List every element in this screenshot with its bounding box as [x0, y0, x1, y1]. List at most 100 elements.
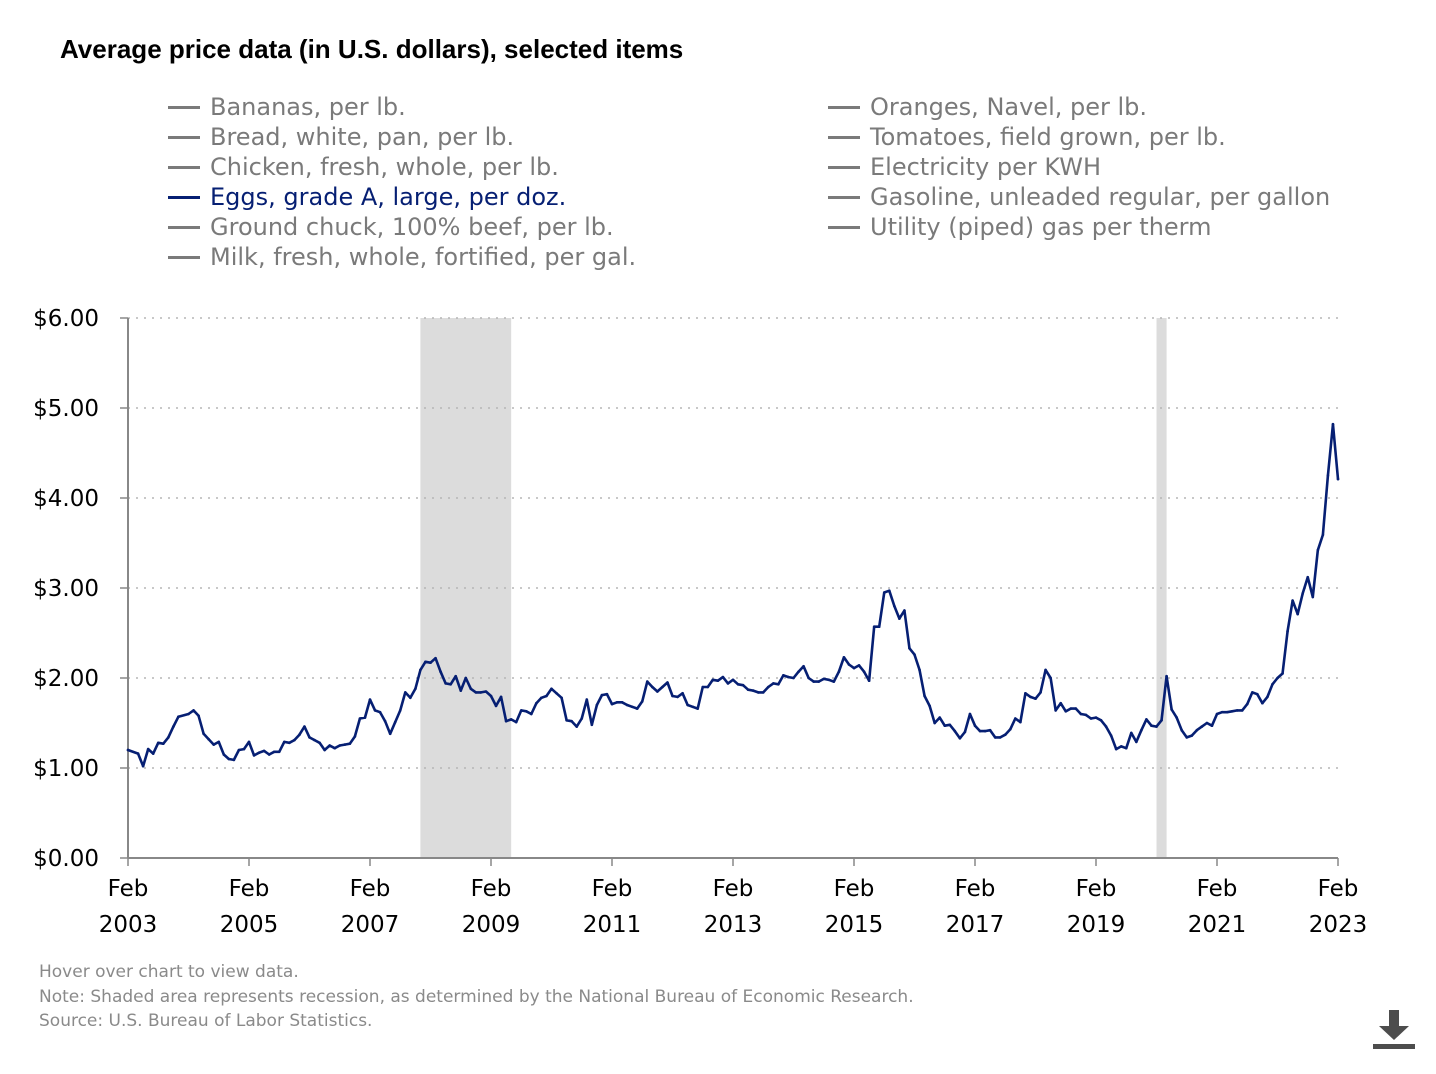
data-point	[484, 690, 488, 693]
legend-item-right-0[interactable]: Oranges, Navel, per lb.	[828, 92, 1330, 122]
data-point	[746, 688, 750, 691]
y-tick-label: $0.00	[33, 846, 99, 872]
legend-label: Chicken, fresh, whole, per lb.	[210, 153, 559, 181]
legend-item-left-5[interactable]: Milk, fresh, whole, fortified, per gal.	[168, 242, 636, 272]
legend-item-left-4[interactable]: Ground chuck, 100% beef, per lb.	[168, 212, 636, 242]
x-tick-label-month: Feb	[955, 876, 996, 902]
data-point	[257, 751, 261, 754]
data-point	[217, 740, 221, 744]
legend-item-left-1[interactable]: Bread, white, pan, per lb.	[168, 122, 636, 152]
data-point	[343, 743, 347, 746]
price-line-chart[interactable]: $0.00 $1.00 $2.00 $3.00 $4.00 $5.00 $6.00 Feb 20…	[0, 290, 1436, 950]
legend-label: Bananas, per lb.	[210, 93, 406, 121]
data-point	[1084, 713, 1088, 717]
data-point	[913, 653, 916, 656]
chart-title: Average price data (in U.S. dollars), se…	[60, 34, 684, 64]
download-icon[interactable]	[1372, 1008, 1416, 1054]
data-point	[308, 736, 311, 739]
data-point	[444, 682, 447, 685]
data-point	[469, 687, 473, 691]
x-tick-label-year: 2015	[825, 912, 884, 938]
data-point	[489, 694, 493, 698]
data-point	[439, 670, 442, 673]
data-point	[282, 740, 286, 744]
legend-item-left-0[interactable]: Bananas, per lb.	[168, 92, 636, 122]
data-point	[948, 723, 952, 727]
data-point	[504, 719, 508, 723]
data-point	[272, 750, 276, 754]
data-point	[756, 691, 760, 694]
data-point	[358, 717, 362, 720]
legend-item-right-2[interactable]: Electricity per KWH	[828, 152, 1330, 182]
data-point	[378, 710, 382, 714]
legend-line-icon	[828, 165, 860, 169]
data-point	[580, 717, 584, 720]
source-note: Source: U.S. Bureau of Labor Statistics.	[39, 1011, 373, 1031]
data-point	[479, 691, 483, 694]
data-point	[721, 675, 725, 679]
data-point	[787, 675, 790, 679]
data-point	[887, 589, 891, 592]
legend-line-icon	[828, 195, 860, 199]
data-point	[494, 704, 498, 708]
data-point	[691, 705, 694, 709]
data-point	[681, 692, 684, 695]
data-point	[933, 721, 936, 725]
legend-item-right-4[interactable]: Utility (piped) gas per therm	[828, 212, 1330, 242]
gridlines	[128, 317, 1338, 769]
data-point	[903, 609, 906, 612]
x-tick-label-year: 2007	[341, 912, 400, 938]
data-point	[1089, 717, 1093, 720]
data-point	[837, 670, 841, 673]
data-point	[1291, 599, 1294, 602]
data-point	[651, 685, 654, 689]
data-point	[953, 729, 957, 733]
data-point	[1210, 724, 1214, 727]
legend-label: Tomatoes, field grown, per lb.	[870, 123, 1226, 151]
data-point	[792, 676, 795, 680]
legend-line-icon	[168, 105, 200, 109]
data-point	[1326, 474, 1330, 477]
data-point	[1034, 697, 1037, 700]
data-point	[772, 682, 775, 685]
x-tick-label-month: Feb	[471, 876, 512, 902]
data-point	[187, 712, 190, 716]
data-point	[635, 707, 639, 710]
data-point	[353, 735, 357, 738]
x-tick-label-month: Feb	[713, 876, 754, 902]
y-tick-label: $6.00	[33, 306, 99, 332]
data-point	[530, 712, 533, 716]
data-point	[267, 753, 271, 756]
data-point	[1014, 717, 1017, 720]
data-point	[1094, 716, 1098, 719]
legend-line-icon	[828, 105, 860, 109]
data-point	[605, 692, 609, 696]
y-tick-label: $2.00	[33, 666, 99, 692]
legend-item-left-3[interactable]: Eggs, grade A, large, per doz.	[168, 182, 636, 212]
data-point	[1271, 683, 1274, 686]
data-point	[1195, 728, 1199, 732]
legend-item-right-3[interactable]: Gasoline, unleaded regular, per gallon	[828, 182, 1330, 212]
data-point	[403, 691, 407, 694]
data-point	[726, 682, 730, 685]
data-point	[1215, 712, 1219, 716]
x-tick-label-month: Feb	[834, 876, 875, 902]
data-point	[817, 680, 821, 683]
data-point	[509, 718, 513, 721]
data-point	[736, 683, 740, 686]
legend-line-icon	[168, 165, 200, 169]
x-tick-label-year: 2003	[99, 912, 158, 938]
data-point	[429, 661, 432, 664]
data-point	[1170, 708, 1173, 711]
data-point	[671, 694, 674, 698]
data-point	[973, 724, 977, 727]
x-tick-label-year: 2005	[220, 912, 279, 938]
data-point	[247, 740, 251, 744]
legend-right: Oranges, Navel, per lb. Tomatoes, field g…	[828, 92, 1330, 242]
data-point	[383, 719, 387, 723]
data-point	[1281, 672, 1284, 675]
legend-item-left-2[interactable]: Chicken, fresh, whole, per lb.	[168, 152, 636, 182]
legend-label: Ground chuck, 100% beef, per lb.	[210, 213, 614, 241]
legend-item-right-1[interactable]: Tomatoes, field grown, per lb.	[828, 122, 1330, 152]
y-tick-label: $5.00	[33, 396, 99, 422]
